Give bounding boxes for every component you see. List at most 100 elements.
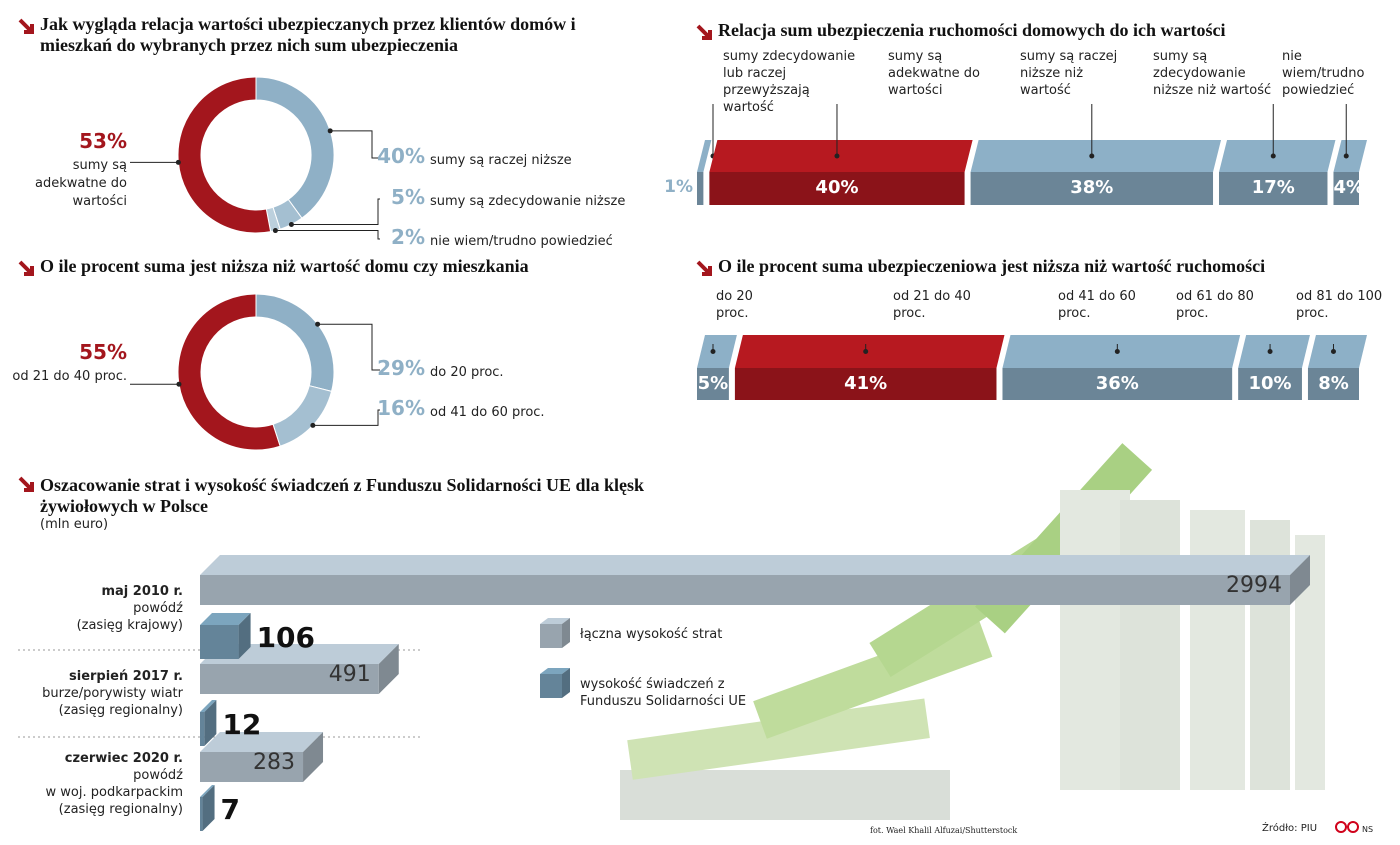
- segment-top: [1307, 335, 1367, 368]
- category-label: nie wiem/trudno powiedzieć: [1282, 49, 1365, 98]
- category-label: maj 2010 r.: [101, 584, 183, 599]
- author: NS: [1362, 825, 1374, 834]
- value-label: 29%: [377, 356, 425, 380]
- bar-top: [200, 785, 215, 797]
- chart-title: O ile procent suma ubezpieczeniowa jest …: [718, 256, 1266, 276]
- category-label: sumy są raczej niższe niż wartość: [1020, 49, 1118, 98]
- segment-top: [734, 335, 1005, 368]
- bar-segment: [697, 335, 737, 400]
- bar-segment: [1307, 335, 1367, 400]
- category-label: od 21 do 40 proc.: [893, 289, 971, 321]
- segment-top: [1333, 140, 1367, 172]
- legend-swatch-top: [540, 618, 570, 624]
- segment-front: [697, 172, 704, 205]
- segment-top: [697, 140, 712, 172]
- value-label: 12: [222, 708, 262, 741]
- legend-label: łączna wysokość strat: [580, 627, 723, 642]
- category-label: burze/porywisty wiatr: [42, 686, 183, 701]
- bar-front: [200, 625, 239, 659]
- loss-bar: [200, 555, 1310, 605]
- segment-top: [697, 335, 737, 368]
- chart-subtitle: (mln euro): [40, 517, 109, 532]
- loss-bar: [200, 732, 324, 782]
- leader-line: [291, 198, 380, 225]
- value-label: 283: [253, 750, 296, 775]
- leader-dot: [1270, 153, 1276, 159]
- category-label: do 20 proc.: [716, 289, 753, 321]
- benefit-bar: [200, 700, 217, 746]
- segment-front: [697, 368, 729, 400]
- leader-dot: [1330, 349, 1336, 354]
- bar-front: [200, 752, 304, 782]
- bar-segment: [709, 140, 973, 205]
- segment-top: [970, 140, 1222, 172]
- category-label: od 61 do 80 proc.: [1176, 289, 1254, 321]
- photo-credit: fot. Wael Khalil Alfuzai/Shutterstock: [870, 826, 1018, 835]
- value-label: 53%: [79, 129, 127, 153]
- donut-slice: [272, 385, 333, 447]
- bar-segment: [734, 335, 1005, 400]
- bar-side: [378, 644, 399, 694]
- legend-swatch-top: [540, 668, 570, 674]
- category-label: sumy są zdecydowanie niższe niż wartość: [1153, 49, 1272, 98]
- category-label: sumy są adekwatne do wartości: [34, 158, 127, 209]
- category-label: od 81 do 100 proc.: [1296, 289, 1383, 321]
- category-label: w woj. podkarpackim: [45, 785, 183, 800]
- category-label: (zasięg regionalny): [58, 703, 183, 718]
- chart-title: Jak wygląda relacja wartości ubezpieczan…: [40, 14, 576, 55]
- benefit-bar: [200, 613, 251, 659]
- category-label: powódź: [133, 601, 183, 616]
- bar-top: [200, 644, 399, 664]
- segment-front: [970, 172, 1214, 205]
- category-label: (zasięg krajowy): [76, 618, 183, 633]
- value-label: 8%: [1318, 373, 1349, 394]
- bar-segment: [697, 140, 712, 205]
- bar-side: [1290, 555, 1310, 605]
- category-label: sierpień 2017 r.: [69, 669, 183, 684]
- value-label: 16%: [377, 396, 425, 420]
- segment-front: [1219, 172, 1328, 205]
- legend-swatch-side: [562, 668, 570, 698]
- segment-front: [1002, 368, 1233, 400]
- leader-line: [317, 323, 380, 371]
- bar-segment: [970, 140, 1222, 205]
- category-label: nie wiem/trudno powiedzieć: [430, 234, 613, 249]
- value-label: 17%: [1251, 177, 1295, 198]
- bar-top: [200, 732, 324, 752]
- leader-line: [275, 230, 380, 240]
- title-arrows: [18, 18, 712, 492]
- loss-bar: [200, 644, 399, 694]
- value-label: 5%: [391, 185, 425, 209]
- segment-front: [734, 368, 997, 400]
- donut-slice: [177, 76, 272, 234]
- category-label: sumy są zdecydowanie niższe: [430, 194, 626, 209]
- value-label: 36%: [1095, 373, 1139, 394]
- category-label: od 41 do 60 proc.: [1058, 289, 1136, 321]
- bar-segment: [1333, 140, 1367, 205]
- bar-side: [202, 785, 215, 831]
- segment-top: [709, 140, 973, 172]
- value-label: 7: [220, 793, 241, 826]
- benefit-bar: [200, 785, 215, 831]
- value-label: 106: [256, 621, 316, 654]
- bar-top: [200, 555, 1310, 575]
- bar-front: [200, 797, 203, 831]
- bar-side: [303, 732, 324, 782]
- value-label: 1%: [664, 177, 693, 197]
- leader-dot: [863, 349, 869, 354]
- segment-top: [1238, 335, 1310, 368]
- leader-dot: [1114, 349, 1120, 354]
- leader-dot: [1267, 349, 1273, 354]
- leader-dot: [1343, 153, 1349, 159]
- category-label: do 20 proc.: [430, 365, 504, 380]
- category-label: od 41 do 60 proc.: [430, 405, 545, 420]
- legend-swatch: [540, 674, 562, 698]
- bar-segment: [1238, 335, 1310, 400]
- chart-title: O ile procent suma jest niższa niż warto…: [40, 256, 529, 276]
- segment-top: [1219, 140, 1336, 172]
- bar-side: [204, 700, 217, 746]
- segment-front: [709, 172, 965, 205]
- category-label: (zasięg regionalny): [58, 802, 183, 817]
